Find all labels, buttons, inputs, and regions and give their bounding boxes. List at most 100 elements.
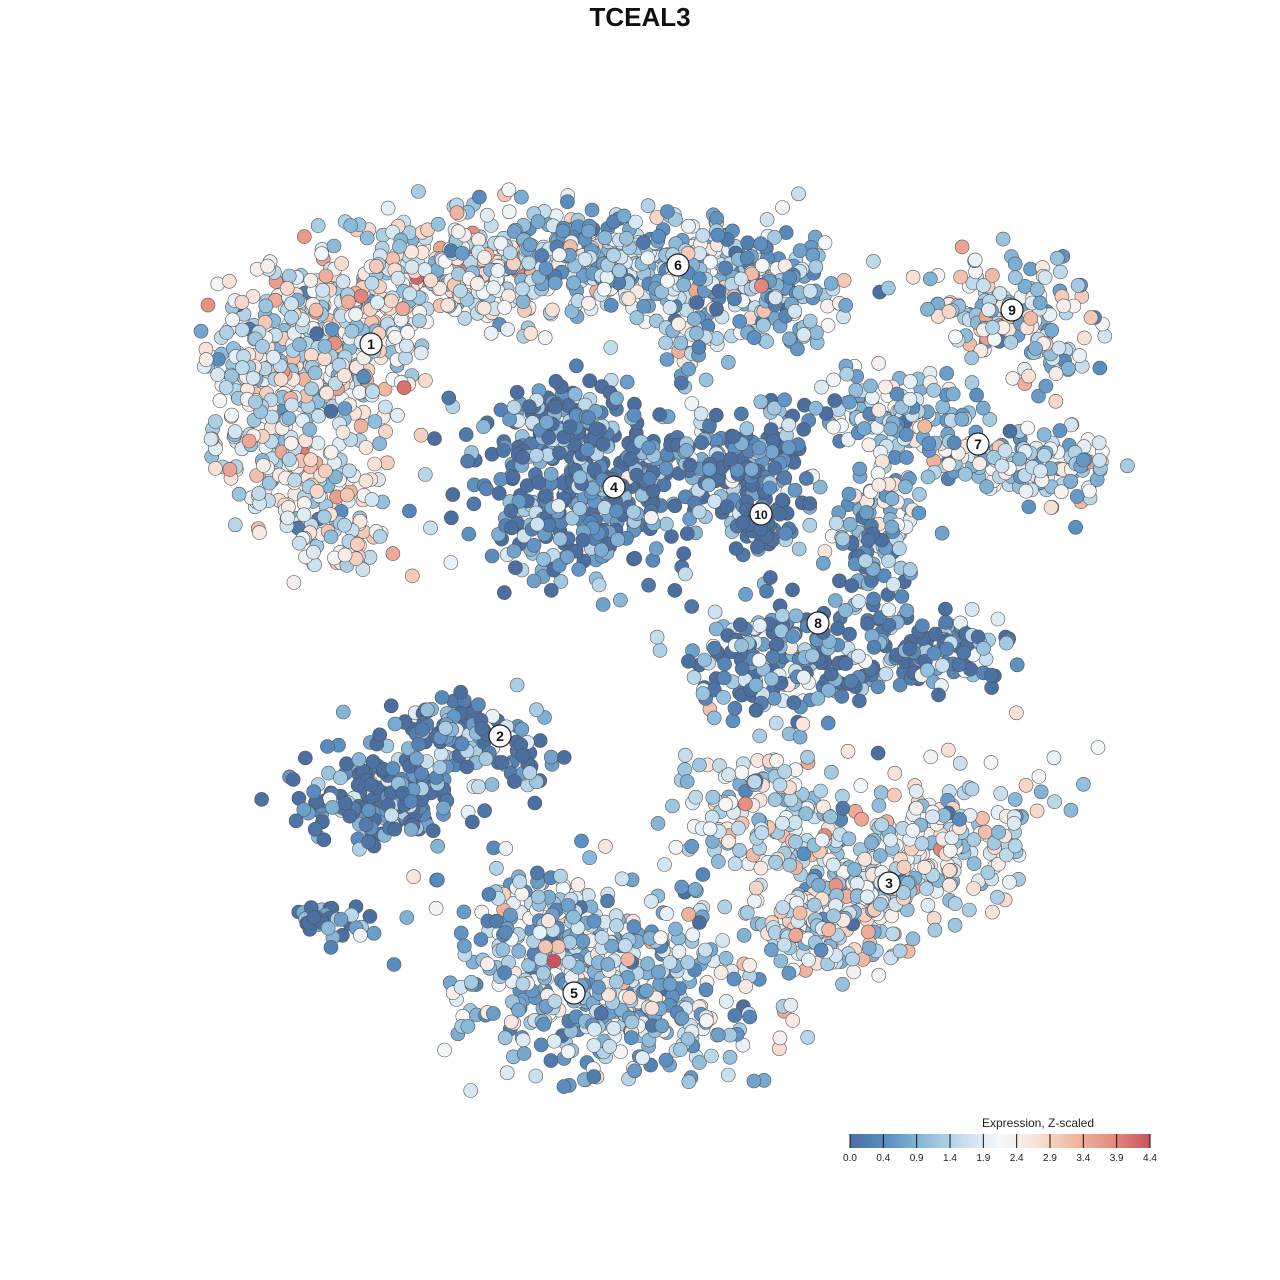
- data-point: [697, 942, 713, 958]
- data-point: [472, 189, 487, 205]
- data-point: [1021, 368, 1036, 384]
- data-point: [860, 533, 876, 548]
- data-point: [883, 832, 898, 848]
- data-point: [1054, 484, 1069, 500]
- data-point: [1047, 794, 1062, 810]
- data-point: [428, 900, 444, 916]
- data-point: [654, 1018, 670, 1034]
- data-point: [1092, 360, 1108, 376]
- data-point: [731, 820, 746, 836]
- data-point: [824, 764, 839, 780]
- data-point: [802, 283, 818, 299]
- data-point: [1031, 769, 1047, 784]
- data-point: [994, 458, 1010, 474]
- data-point: [361, 802, 377, 818]
- data-point: [627, 1063, 643, 1079]
- data-point: [658, 461, 674, 476]
- data-point: [826, 372, 841, 388]
- data-point: [547, 399, 563, 415]
- data-point: [537, 489, 553, 504]
- data-point: [575, 532, 591, 548]
- data-point: [1009, 705, 1024, 721]
- data-point: [515, 1032, 531, 1048]
- data-point: [866, 640, 882, 655]
- data-point: [521, 399, 537, 414]
- data-point: [339, 487, 355, 503]
- cluster-label-4: 4: [602, 475, 626, 499]
- data-point: [417, 467, 433, 482]
- data-point: [598, 839, 613, 854]
- data-point: [367, 456, 382, 472]
- data-point: [674, 1010, 690, 1026]
- data-point: [1037, 270, 1053, 285]
- data-point: [727, 856, 743, 872]
- data-point: [747, 774, 762, 790]
- data-point: [1030, 282, 1045, 297]
- data-point: [365, 754, 381, 769]
- data-point: [997, 443, 1013, 458]
- color-legend: Expression, Z-scaled 0.0 0.4 0.9 1.4 1.9 2.4 2…: [843, 1116, 1157, 1164]
- data-point: [636, 235, 651, 250]
- data-point: [284, 397, 300, 413]
- data-point: [857, 851, 873, 867]
- data-point: [719, 499, 735, 514]
- data-point: [203, 431, 219, 447]
- data-point: [623, 451, 638, 467]
- data-point: [485, 1006, 501, 1021]
- data-point: [788, 834, 803, 850]
- data-point: [473, 932, 489, 947]
- data-point: [914, 618, 930, 634]
- data-point: [705, 789, 721, 805]
- data-point: [569, 358, 584, 374]
- data-point: [550, 939, 566, 955]
- data-point: [282, 452, 297, 467]
- data-point: [856, 421, 872, 436]
- data-point: [551, 247, 567, 263]
- data-point: [842, 394, 857, 410]
- data-point: [478, 751, 494, 767]
- data-point: [546, 1033, 562, 1049]
- data-point: [652, 643, 668, 658]
- cluster-label-7: 7: [966, 432, 990, 456]
- data-point: [859, 889, 875, 905]
- data-point: [562, 419, 578, 435]
- data-point: [773, 953, 789, 969]
- data-point: [502, 907, 518, 923]
- data-point: [643, 893, 659, 909]
- data-point: [377, 399, 393, 415]
- data-point: [311, 408, 326, 424]
- data-point: [920, 897, 936, 913]
- data-point: [838, 297, 854, 313]
- data-point: [1044, 322, 1059, 338]
- data-point: [595, 597, 611, 612]
- data-point: [733, 406, 749, 422]
- data-point: [935, 658, 950, 673]
- data-point: [941, 304, 957, 319]
- data-point: [746, 330, 762, 346]
- data-point: [807, 897, 822, 913]
- chart-title: TCEAL3: [589, 2, 691, 32]
- data-point: [985, 268, 1000, 283]
- data-point: [692, 271, 707, 287]
- data-point: [514, 189, 529, 205]
- data-point: [443, 510, 459, 526]
- data-point: [258, 298, 274, 314]
- data-point: [296, 802, 312, 818]
- data-point: [802, 496, 818, 511]
- data-point: [899, 450, 914, 465]
- data-point: [964, 375, 980, 390]
- cluster-label-10: 10: [749, 502, 773, 526]
- data-point: [609, 974, 624, 990]
- data-point: [695, 686, 711, 701]
- data-point: [536, 1017, 552, 1032]
- data-point: [438, 720, 453, 736]
- data-point: [991, 824, 1006, 840]
- legend-tick-label: 3.9: [1110, 1153, 1124, 1164]
- data-point: [200, 297, 216, 313]
- data-point: [715, 933, 731, 948]
- data-point: [348, 306, 364, 322]
- data-point: [353, 927, 368, 943]
- data-point: [619, 231, 634, 246]
- data-point: [1033, 784, 1049, 800]
- data-point: [318, 268, 334, 284]
